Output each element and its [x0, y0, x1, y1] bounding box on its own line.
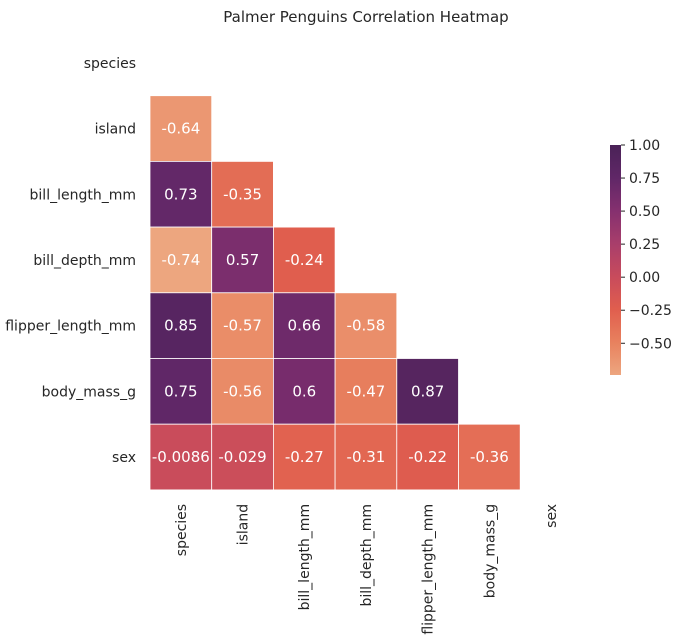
cell-label-body-mass-g-island: -0.56: [223, 382, 262, 400]
colorbar-tick-label: 1.00: [629, 138, 660, 154]
cell-label-sex-island: -0.029: [218, 448, 266, 466]
y-tick-labels: species island bill_length_mm bill_depth_mm…: [5, 56, 136, 466]
heatmap-cell-body-mass-g-bill-length-mm: [272, 358, 336, 425]
heatmap-cell-sex-bill-depth-mm: [334, 423, 398, 491]
y-tick-label-body-mass-g: body_mass_g: [42, 384, 136, 400]
cell-label-body-mass-g-flipper-length-mm: 0.87: [411, 382, 444, 400]
colorbar-tick-label: 0.50: [629, 204, 660, 220]
colorbar-gradient: [610, 145, 621, 375]
cell-label-flipper-length-mm-island: -0.57: [223, 317, 262, 335]
y-tick-label-island: island: [95, 122, 136, 138]
cell-label-bill-depth-mm-island: 0.57: [226, 251, 259, 269]
heatmap-cell-bill-length-mm-species: [149, 160, 213, 228]
heatmap-cell-sex-flipper-length-mm: [396, 423, 459, 491]
x-tick-label-body-mass-g: body_mass_g: [482, 504, 498, 598]
heatmap-cell-bill-depth-mm-bill-length-mm: [272, 226, 336, 294]
x-tick-label-bill-depth-mm: bill_depth_mm: [359, 504, 375, 607]
cell-label-flipper-length-mm-bill-length-mm: 0.66: [288, 317, 321, 335]
cell-label-bill-depth-mm-bill-length-mm: -0.24: [285, 251, 324, 269]
colorbar: 1.00 0.75 0.50 0.25 0.00 −0.25 −0.50: [610, 138, 672, 375]
heatmap-cell-body-mass-g-bill-depth-mm: [334, 358, 398, 425]
heatmap-cell-bill-length-mm-island: [211, 160, 274, 228]
heatmap-cell-sex-body-mass-g: [458, 423, 521, 491]
cell-label-bill-length-mm-island: -0.35: [223, 185, 262, 203]
heatmap-cell-sex-bill-length-mm: [272, 423, 336, 491]
cell-label-sex-species: -0.0086: [152, 448, 210, 466]
cell-label-body-mass-g-bill-depth-mm: -0.47: [347, 382, 386, 400]
colorbar-tick-label: −0.50: [629, 336, 672, 352]
x-tick-labels: species island bill_length_mm bill_depth_mm…: [174, 504, 560, 635]
cell-label-sex-bill-depth-mm: -0.31: [347, 448, 386, 466]
y-tick-label-bill-length-mm: bill_length_mm: [30, 187, 136, 203]
y-tick-label-bill-depth-mm: bill_depth_mm: [33, 253, 136, 269]
heatmap-cell-bill-depth-mm-island: [211, 226, 274, 294]
heatmap-cell-body-mass-g-island: [211, 358, 274, 425]
heatmap-cell-bill-depth-mm-species: [149, 226, 213, 294]
heatmap-cell-island-species: [149, 95, 213, 162]
colorbar-tick-label: 0.75: [629, 171, 660, 187]
cell-label-sex-flipper-length-mm: -0.22: [408, 448, 447, 466]
cell-label-island-species: -0.64: [161, 120, 200, 138]
cell-label-flipper-length-mm-species: 0.85: [164, 317, 197, 335]
cell-label-sex-body-mass-g: -0.36: [470, 448, 509, 466]
cell-label-bill-length-mm-species: 0.73: [164, 185, 197, 203]
cell-label-bill-depth-mm-species: -0.74: [161, 251, 200, 269]
heatmap-cell-flipper-length-mm-island: [211, 292, 274, 359]
cell-label-flipper-length-mm-bill-depth-mm: -0.58: [347, 317, 386, 335]
heatmap-cell-sex-island: [211, 423, 274, 491]
heatmap-cell-flipper-length-mm-bill-depth-mm: [334, 292, 398, 359]
colorbar-tick-label: 0.25: [629, 237, 660, 253]
y-tick-label-species: species: [84, 56, 136, 72]
y-tick-label-flipper-length-mm: flipper_length_mm: [5, 319, 136, 335]
x-tick-label-island: island: [236, 504, 252, 545]
heatmap-cells: -0.64 0.73 -0.35 -0.74 0.57 -0.24 0.85 -0.57 0.6…: [149, 95, 521, 491]
cell-label-sex-bill-length-mm: -0.27: [285, 448, 324, 466]
colorbar-tick-label: 0.00: [629, 270, 660, 286]
x-tick-label-flipper-length-mm: flipper_length_mm: [421, 504, 437, 635]
cell-label-body-mass-g-species: 0.75: [164, 382, 197, 400]
cell-label-body-mass-g-bill-length-mm: 0.6: [292, 382, 316, 400]
x-tick-label-species: species: [174, 504, 190, 556]
x-tick-label-sex: sex: [544, 504, 560, 528]
heatmap-cell-sex-species: [149, 423, 213, 491]
x-tick-label-bill-length-mm: bill_length_mm: [297, 504, 313, 610]
heatmap-cell-body-mass-g-flipper-length-mm: [396, 358, 459, 425]
y-tick-label-sex: sex: [112, 450, 136, 466]
colorbar-tick-label: −0.25: [629, 303, 672, 319]
chart-title: Palmer Penguins Correlation Heatmap: [223, 8, 508, 26]
